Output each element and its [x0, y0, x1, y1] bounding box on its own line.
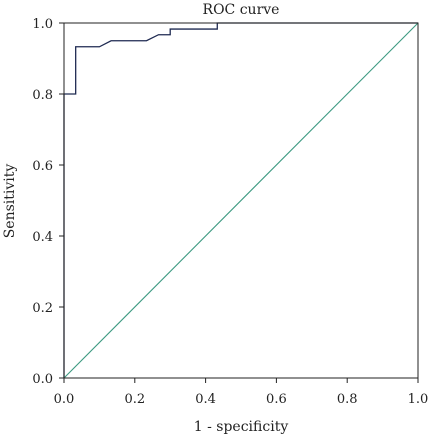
x-tick-label: 0.4	[195, 392, 216, 407]
x-tick-label: 0.6	[266, 392, 287, 407]
x-tick-label: 0.0	[54, 392, 75, 407]
y-tick-label: 0.4	[32, 230, 53, 245]
x-tick-label: 0.2	[124, 392, 145, 407]
y-tick-label: 0.8	[32, 88, 53, 103]
roc-curve-line	[63, 22, 418, 378]
plot-area: 0.0 0.2 0.4 0.6 0.8 1.0 0.0 0.2 0.4 0.6 0.8 1.0	[32, 17, 428, 407]
x-tick-label: 1.0	[408, 392, 429, 407]
plot-frame	[63, 22, 419, 379]
y-tick-label: 1.0	[32, 17, 53, 32]
y-tick-label: 0.0	[32, 372, 53, 387]
y-tick-label: 0.6	[32, 159, 53, 174]
chart-title: ROC curve	[203, 2, 280, 18]
x-tick-label: 0.8	[337, 392, 358, 407]
reference-diagonal-line	[63, 22, 419, 379]
y-axis-label: Sensitivity	[2, 164, 18, 239]
x-axis-label: 1 - specificity	[194, 419, 289, 435]
y-tick-label: 0.2	[32, 301, 53, 316]
